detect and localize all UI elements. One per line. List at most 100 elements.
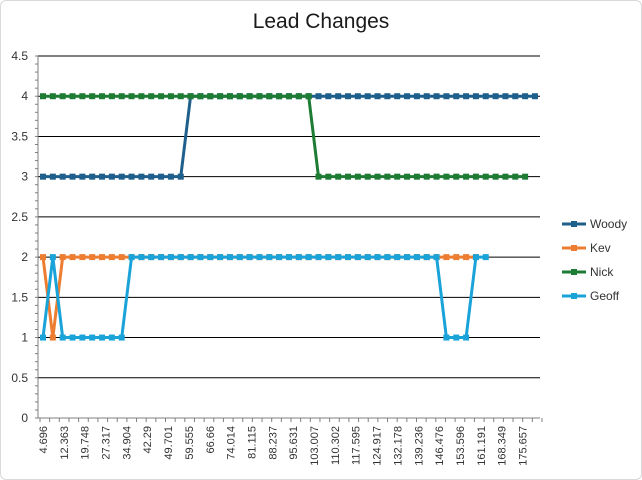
point-kev (89, 254, 96, 261)
point-woody (108, 173, 115, 180)
point-nick (207, 93, 214, 100)
point-geoff (246, 254, 253, 261)
point-woody (49, 173, 56, 180)
x-tick-label: 66.66 (205, 426, 217, 454)
point-kev (49, 334, 56, 341)
point-geoff (345, 254, 352, 261)
point-geoff (236, 254, 243, 261)
point-geoff (305, 254, 312, 261)
point-nick (177, 93, 184, 100)
point-geoff (364, 254, 371, 261)
point-woody (413, 93, 420, 100)
point-woody (404, 93, 411, 100)
point-nick (522, 173, 529, 180)
point-woody (69, 173, 76, 180)
x-tick-label: 161.191 (476, 426, 488, 466)
legend: Woody Kev Nick Geoff (562, 217, 627, 303)
point-woody (138, 173, 145, 180)
point-nick (492, 173, 499, 180)
point-nick (167, 93, 174, 100)
point-woody (158, 173, 165, 180)
point-nick (59, 93, 66, 100)
point-nick (512, 173, 519, 180)
legend-label-woody: Woody (590, 217, 627, 231)
point-kev (69, 254, 76, 261)
point-geoff (482, 254, 489, 261)
point-woody (40, 173, 46, 180)
y-tick-label: 4.5 (11, 49, 28, 63)
series-line-geoff (41, 255, 486, 340)
point-woody (453, 93, 460, 100)
point-nick (453, 173, 460, 180)
point-nick (187, 93, 194, 100)
point-woody (177, 173, 184, 180)
point-geoff (335, 254, 342, 261)
point-kev (108, 254, 115, 261)
legend-marker-kev (571, 245, 577, 251)
x-tick-label: 12.363 (59, 426, 71, 460)
x-tick-label: 4.696 (38, 426, 50, 454)
point-nick (89, 93, 96, 100)
point-geoff (256, 254, 263, 261)
y-tick-label: 2.5 (11, 210, 28, 224)
point-woody (59, 173, 66, 180)
point-nick (158, 93, 165, 100)
point-kev (59, 254, 66, 261)
point-nick (325, 173, 332, 180)
point-woody (492, 93, 499, 100)
point-nick (108, 93, 115, 100)
point-nick (285, 93, 292, 100)
point-geoff (69, 334, 76, 341)
point-kev (443, 254, 450, 261)
point-woody (354, 93, 361, 100)
point-woody (89, 173, 96, 180)
point-nick (384, 173, 391, 180)
point-geoff (443, 334, 450, 341)
point-nick (295, 93, 302, 100)
point-nick (226, 93, 233, 100)
series-lines (40, 93, 538, 341)
point-geoff (384, 254, 391, 261)
point-nick (472, 173, 479, 180)
x-tick-label: 124.917 (372, 426, 384, 466)
point-kev (99, 254, 106, 261)
point-woody (502, 93, 509, 100)
point-geoff (463, 334, 470, 341)
point-geoff (108, 334, 115, 341)
point-woody (335, 93, 342, 100)
x-tick-label: 175.657 (517, 426, 529, 466)
gridlines (38, 55, 540, 419)
point-kev (463, 254, 470, 261)
point-nick (128, 93, 135, 100)
point-nick (502, 173, 509, 180)
y-tick-label: 0 (21, 411, 28, 425)
point-geoff (79, 334, 86, 341)
point-geoff (59, 334, 66, 341)
y-tick-label: 3 (21, 170, 28, 184)
point-nick (246, 93, 253, 100)
y-tick-label: 3.5 (11, 129, 28, 143)
point-geoff (276, 254, 283, 261)
x-tick-label: 146.476 (434, 426, 446, 466)
point-nick (443, 173, 450, 180)
legend-label-kev: Kev (590, 241, 611, 255)
point-woody (99, 173, 106, 180)
x-tick-label: 95.631 (288, 426, 300, 460)
point-woody (374, 93, 381, 100)
point-nick (99, 93, 106, 100)
point-geoff (453, 334, 460, 341)
point-nick (404, 173, 411, 180)
point-geoff (315, 254, 322, 261)
x-tick-label: 168.349 (497, 426, 509, 466)
point-geoff (394, 254, 401, 261)
point-geoff (374, 254, 381, 261)
x-tick-label: 19.748 (80, 426, 92, 460)
point-nick (364, 173, 371, 180)
chart-title: Lead Changes (252, 10, 390, 33)
point-geoff (354, 254, 361, 261)
point-kev (453, 254, 460, 261)
point-nick (305, 93, 312, 100)
point-woody (423, 93, 430, 100)
x-tick-label: 153.596 (455, 426, 467, 466)
